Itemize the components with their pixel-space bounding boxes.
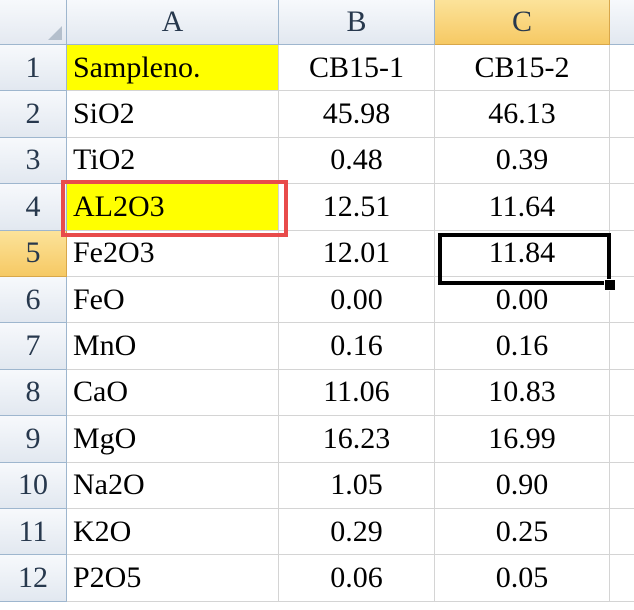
cell-c10[interactable]: 0.90: [435, 462, 610, 509]
column-header-c[interactable]: C: [435, 0, 610, 45]
fill-handle[interactable]: [604, 279, 616, 291]
row-header-4[interactable]: 4: [0, 184, 67, 231]
cell-c12[interactable]: 0.05: [435, 555, 610, 602]
cell-c3[interactable]: 0.39: [435, 137, 610, 185]
cell-c11[interactable]: 0.25: [435, 509, 610, 556]
row-header-2[interactable]: 2: [0, 91, 67, 138]
cell-b7[interactable]: 0.16: [279, 323, 435, 370]
row-header-10[interactable]: 10: [0, 462, 67, 509]
cell-c5[interactable]: 11.84: [435, 230, 610, 277]
cell-a6[interactable]: FeO: [67, 277, 279, 324]
row-header-3[interactable]: 3: [0, 137, 67, 185]
cell-d11[interactable]: [610, 509, 634, 556]
row-header-6[interactable]: 6: [0, 277, 67, 324]
cell-a1[interactable]: Sampleno.: [67, 45, 279, 92]
select-all-triangle-icon: [48, 26, 62, 40]
cell-a12[interactable]: P2O5: [67, 555, 279, 602]
cell-a7[interactable]: MnO: [67, 323, 279, 370]
row-header-11[interactable]: 11: [0, 509, 67, 556]
row-header-5[interactable]: 5: [0, 230, 67, 277]
cell-c2[interactable]: 46.13: [435, 91, 610, 138]
cell-b2[interactable]: 45.98: [279, 91, 435, 138]
cell-a9[interactable]: MgO: [67, 416, 279, 463]
cell-d7[interactable]: [610, 323, 634, 370]
cell-b10[interactable]: 1.05: [279, 462, 435, 509]
cell-c1[interactable]: CB15-2: [435, 45, 610, 92]
row-header-8[interactable]: 8: [0, 369, 67, 417]
row-header-1[interactable]: 1: [0, 45, 67, 92]
cell-c6[interactable]: 0.00: [435, 277, 610, 324]
cell-c8[interactable]: 10.83: [435, 369, 610, 417]
column-header-a[interactable]: A: [67, 0, 279, 45]
column-header-b[interactable]: B: [279, 0, 435, 45]
cell-d6[interactable]: [610, 277, 634, 324]
cell-a4[interactable]: AL2O3: [67, 184, 279, 231]
cell-c7[interactable]: 0.16: [435, 323, 610, 370]
cell-d12[interactable]: [610, 555, 634, 602]
cell-a10[interactable]: Na2O: [67, 462, 279, 509]
cell-a11[interactable]: K2O: [67, 509, 279, 556]
cell-d2[interactable]: [610, 91, 634, 138]
cell-b9[interactable]: 16.23: [279, 416, 435, 463]
cell-a8[interactable]: CaO: [67, 369, 279, 417]
cell-d5[interactable]: [610, 231, 634, 277]
cell-c9[interactable]: 16.99: [435, 416, 610, 463]
row-header-12[interactable]: 12: [0, 555, 67, 602]
row-header-7[interactable]: 7: [0, 323, 67, 370]
cell-b8[interactable]: 11.06: [279, 369, 435, 417]
cell-c4[interactable]: 11.64: [435, 184, 610, 231]
cell-b4[interactable]: 12.51: [279, 184, 435, 231]
cell-b12[interactable]: 0.06: [279, 555, 435, 602]
cell-a3[interactable]: TiO2: [67, 137, 279, 185]
cell-b11[interactable]: 0.29: [279, 509, 435, 556]
cell-b5[interactable]: 12.01: [279, 230, 435, 277]
cell-a5[interactable]: Fe2O3: [67, 230, 279, 277]
cell-d10[interactable]: [610, 463, 634, 509]
cell-b3[interactable]: 0.48: [279, 137, 435, 185]
cell-d3[interactable]: [610, 138, 634, 185]
cell-b1[interactable]: CB15-1: [279, 45, 435, 92]
cell-d9[interactable]: [610, 416, 634, 463]
cell-d8[interactable]: [610, 370, 634, 417]
cell-d1[interactable]: [610, 45, 634, 92]
select-all-corner[interactable]: [0, 0, 67, 45]
row-header-9[interactable]: 9: [0, 416, 67, 463]
column-header-d[interactable]: [610, 0, 634, 45]
cell-d4[interactable]: [610, 184, 634, 231]
cell-b6[interactable]: 0.00: [279, 277, 435, 324]
cell-a2[interactable]: SiO2: [67, 91, 279, 138]
